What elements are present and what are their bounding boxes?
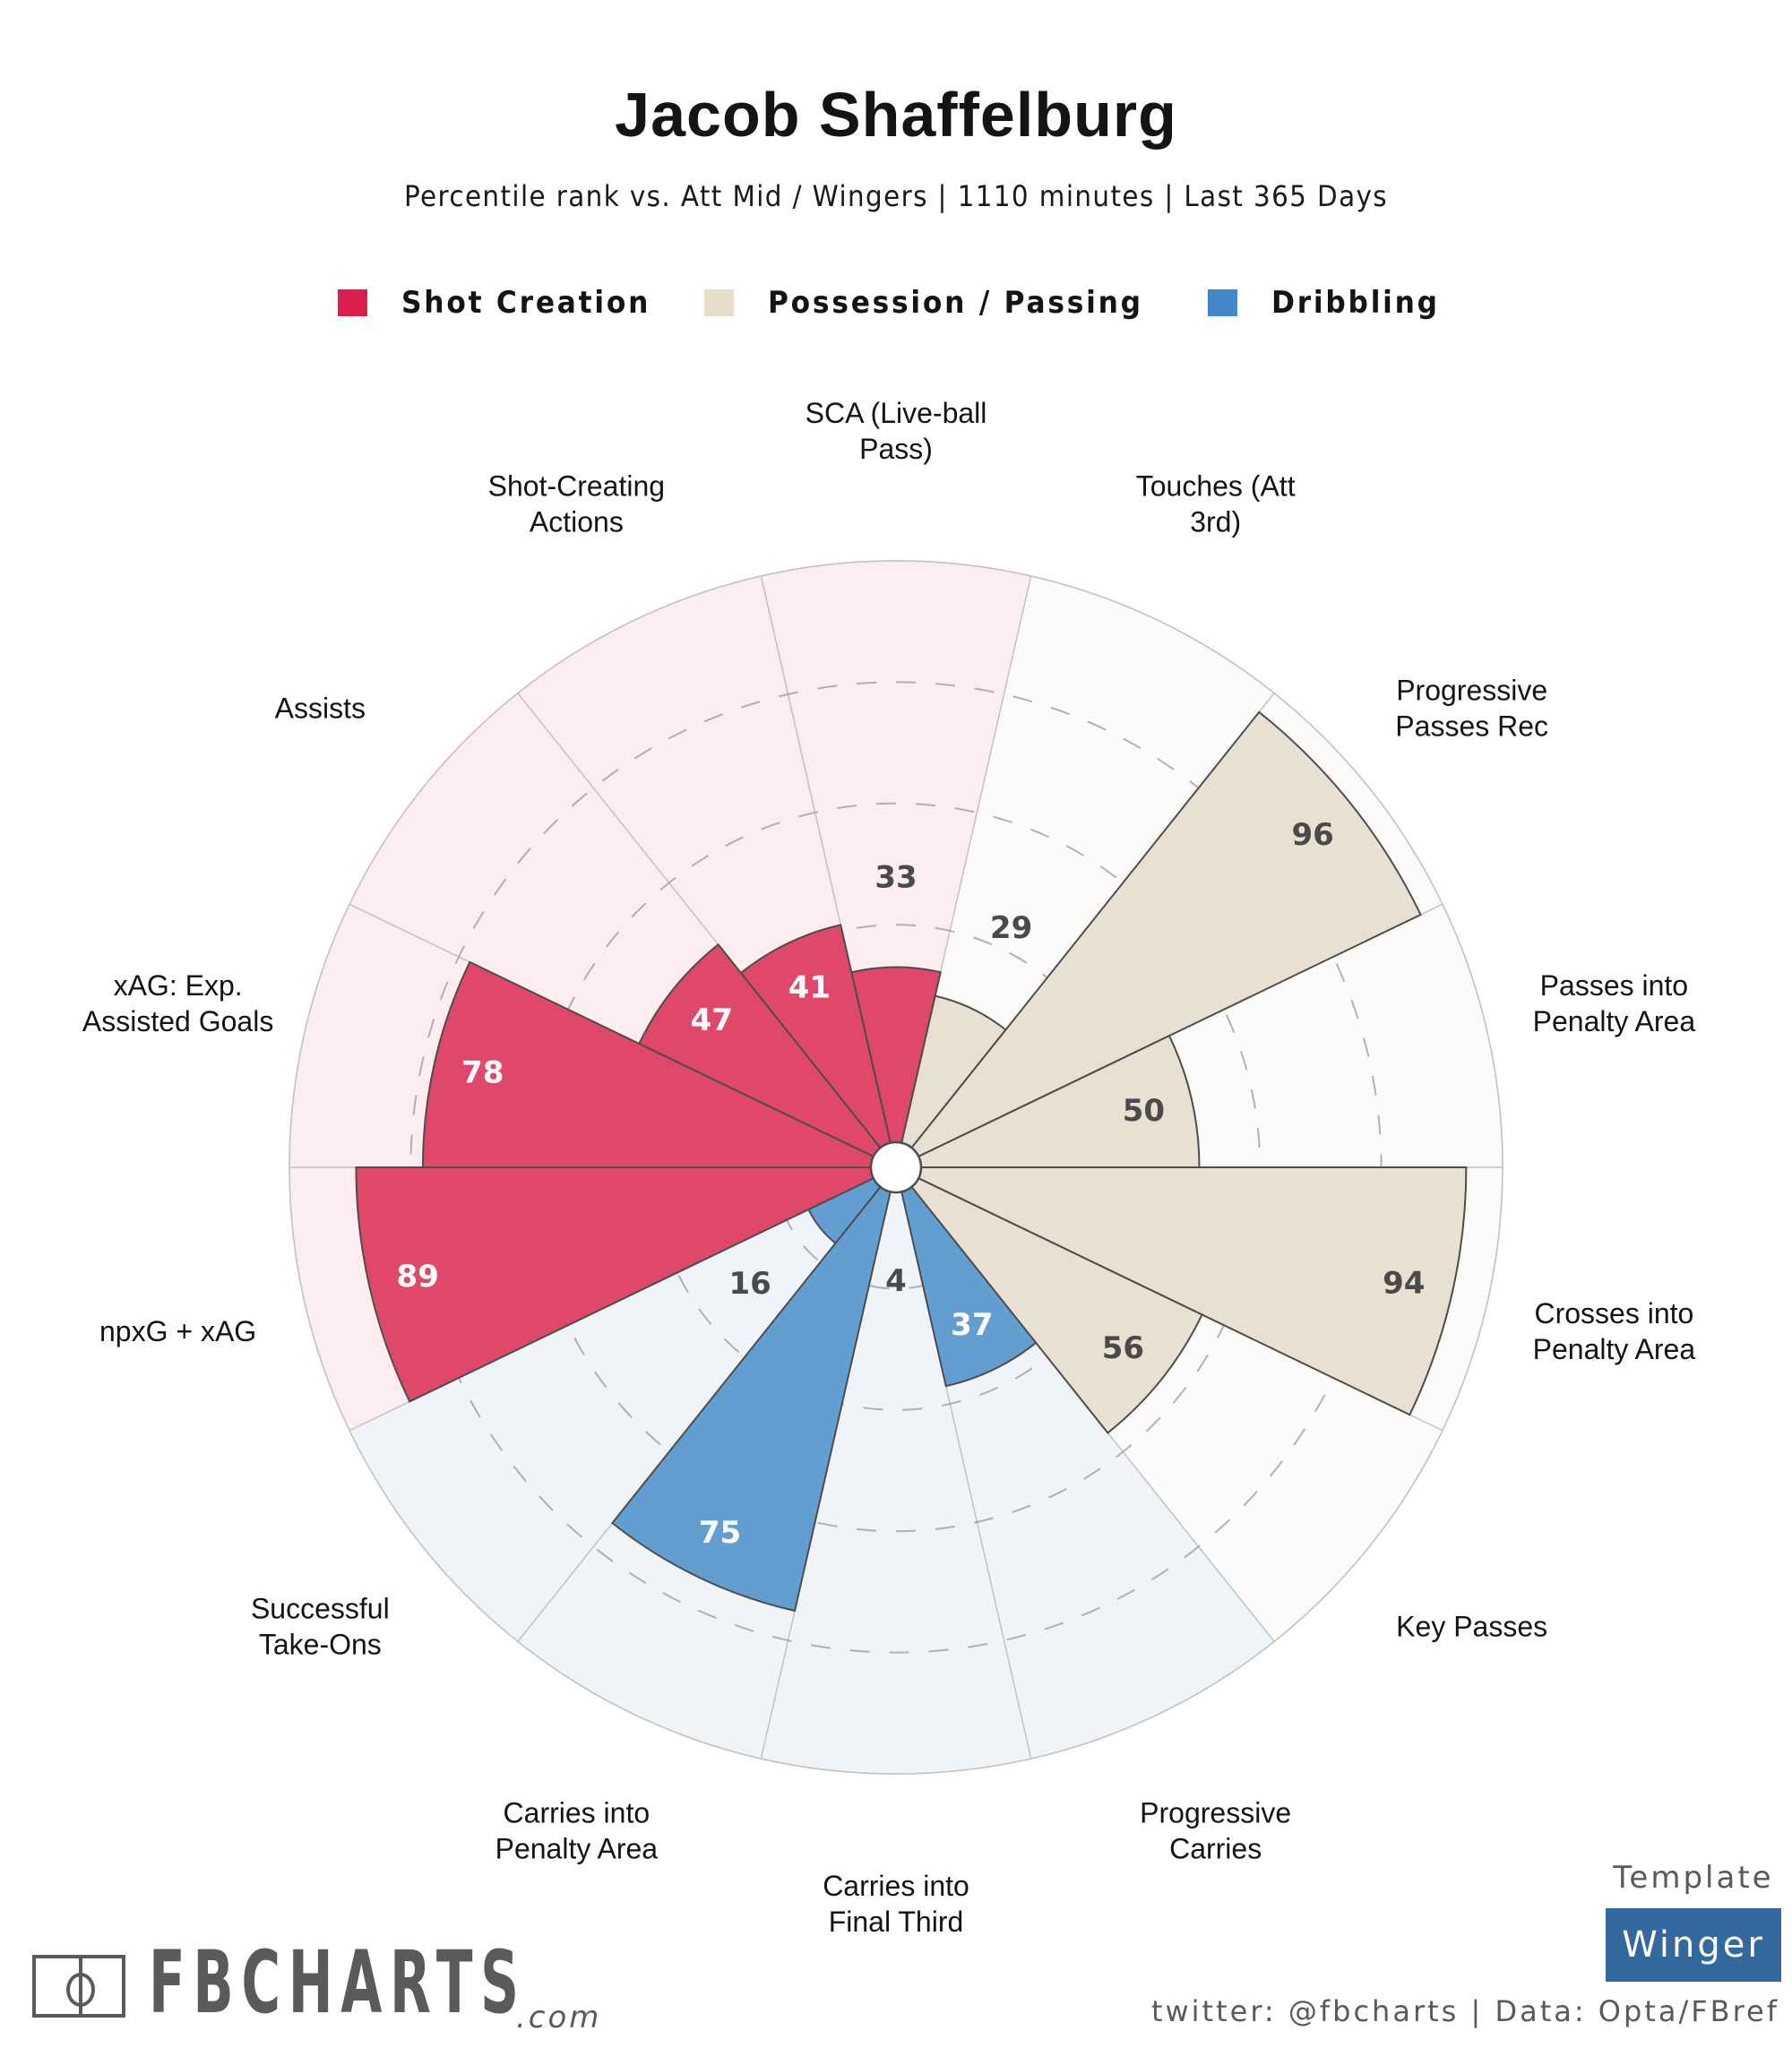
value-label-sca-live-ball-pass: 33	[874, 860, 917, 896]
legend-label-shot-creation: Shot Creation	[401, 285, 650, 321]
legend-label-possession-passing: Possession / Passing	[767, 285, 1143, 321]
value-label-crosses-into-penalty-area: 94	[1383, 1265, 1425, 1301]
legend-item-dribbling: Dribbling	[1208, 285, 1454, 321]
logo-suffix: .com	[516, 2000, 602, 2035]
legend-item-shot-creation: Shot Creation	[337, 285, 672, 321]
value-label-successful-take-ons: 16	[728, 1266, 771, 1302]
category-label-key-passes: Key Passes	[1396, 1611, 1547, 1643]
value-label-progressive-passes-rec: 96	[1291, 817, 1333, 853]
category-label-progressive-passes-rec: Progressive Passes Rec	[1395, 674, 1548, 742]
category-label-touches-att-3rd: Touches (Att 3rd)	[1136, 469, 1296, 538]
category-label-carries-into-final-third: Carries into Final Third	[823, 1870, 969, 1938]
value-label-assists: 47	[691, 1002, 733, 1038]
value-label-progressive-carries: 37	[951, 1307, 993, 1343]
category-labels: SCA (Live-ball Pass) Touches (Att 3rd) Progr…	[82, 397, 1695, 1938]
category-label-passes-into-penalty-area: Passes into Penalty Area	[1533, 969, 1696, 1037]
legend: Shot Creation Possession / Passing Dribb…	[0, 285, 1792, 321]
value-label-carries-into-penalty-area: 75	[699, 1515, 741, 1551]
center-circle	[869, 1140, 923, 1194]
value-label-passes-into-penalty-area: 50	[1123, 1093, 1165, 1129]
fbcharts-logo: FBCHARTS .com	[32, 1932, 758, 2035]
category-label-sca-live-ball-pass: SCA (Live-ball Pass)	[806, 397, 987, 465]
legend-swatch-dribbling	[1208, 289, 1238, 316]
category-label-npxg-xag: npxG + xAG	[99, 1315, 256, 1347]
category-label-carries-into-penalty-area: Carries into Penalty Area	[495, 1797, 659, 1865]
pitch-icon	[32, 1955, 125, 2018]
category-label-successful-take-ons: Successful Take-Ons	[251, 1593, 390, 1661]
category-label-progressive-carries: Progressive Carries	[1140, 1797, 1291, 1865]
value-label-key-passes: 56	[1102, 1330, 1144, 1366]
legend-swatch-possession-passing	[703, 289, 734, 316]
template-label: Template	[1613, 1860, 1774, 1896]
category-label-assists: Assists	[275, 692, 366, 724]
value-label-touches-att-3rd: 29	[990, 910, 1032, 946]
chart-subtitle: Percentile rank vs. Att Mid / Wingers | …	[403, 179, 1389, 213]
value-label-npxg-xag: 89	[397, 1259, 439, 1295]
category-label-xag-exp-assisted-goals: xAG: Exp. Assisted Goals	[82, 969, 273, 1037]
legend-label-dribbling: Dribbling	[1271, 285, 1441, 321]
legend-swatch-shot-creation	[337, 289, 367, 316]
legend-item-possession-passing: Possession / Passing	[703, 285, 1176, 321]
logo-text: FBCHARTS	[149, 1932, 527, 2033]
bar-crosses-into-penalty-area	[895, 1166, 1468, 1416]
credits: twitter: @fbcharts | Data: Opta/FBref	[1150, 1994, 1779, 2028]
bars	[355, 710, 1468, 1613]
category-label-shot-creating-actions: Shot-Creating Actions	[488, 469, 665, 538]
template-badge: Winger	[1606, 1908, 1781, 1982]
value-labels: 33 29 96 50 94 56 37 4 75 16 89 78 47 41	[397, 817, 1426, 1551]
outer-ring	[289, 560, 1503, 1775]
category-label-crosses-into-penalty-area: Crosses into Penalty Area	[1533, 1297, 1696, 1365]
value-label-carries-into-final-third: 4	[885, 1263, 907, 1299]
center-hole	[869, 1140, 923, 1194]
value-label-shot-creating-actions: 41	[788, 969, 831, 1005]
chart-title: Jacob Shaffelburg	[615, 80, 1177, 150]
bar-passes-into-penalty-area	[895, 1034, 1201, 1168]
value-label-xag-exp-assisted-goals: 78	[461, 1055, 504, 1091]
